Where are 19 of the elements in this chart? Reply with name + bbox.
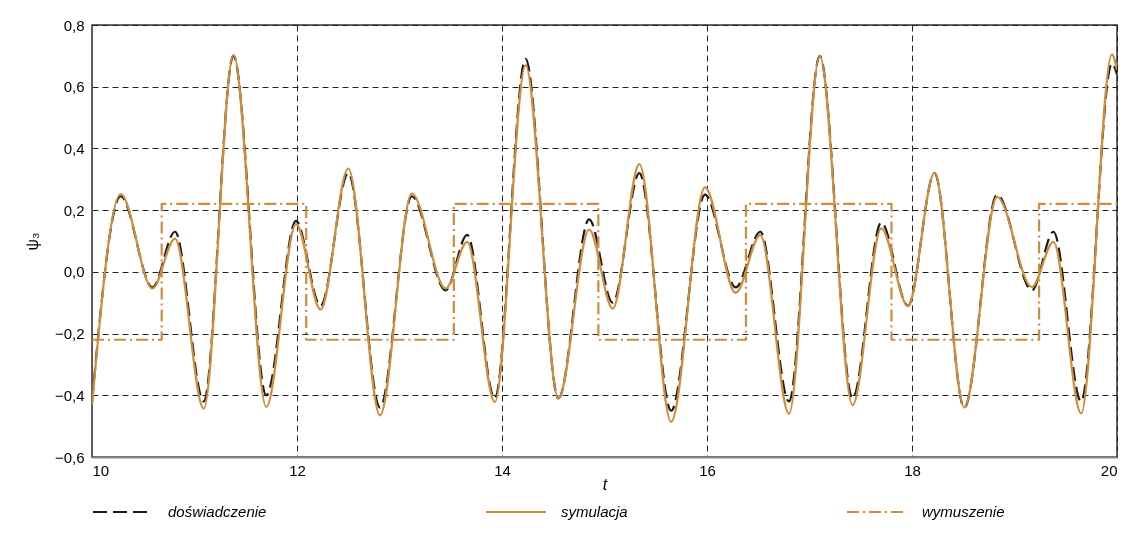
y-tick-label: 0,6: [63, 78, 85, 96]
x-tick-label: 18: [904, 461, 921, 479]
legend-label: doświadczenie: [168, 503, 267, 520]
y-tick-label: −0,6: [54, 448, 85, 466]
x-tick-label: 20: [1100, 461, 1118, 479]
y-tick-label: 0,8: [63, 16, 85, 34]
y-tick-label: −0,2: [54, 325, 85, 343]
legend-label: symulacja: [561, 503, 628, 520]
x-tick-label: 10: [92, 461, 110, 479]
y-tick-label: 0,0: [63, 263, 85, 281]
y-tick-label: −0,4: [54, 386, 85, 404]
x-tick-label: 12: [289, 461, 306, 479]
x-tick-label: 14: [494, 461, 511, 479]
x-tick-label: 16: [699, 461, 716, 479]
y-axis-title: ψ₃: [23, 232, 41, 251]
legend-label: wymuszenie: [922, 503, 1005, 520]
x-axis-title: t: [602, 475, 608, 493]
y-tick-label: 0,4: [63, 139, 85, 157]
y-tick-label: 0,2: [63, 201, 85, 219]
